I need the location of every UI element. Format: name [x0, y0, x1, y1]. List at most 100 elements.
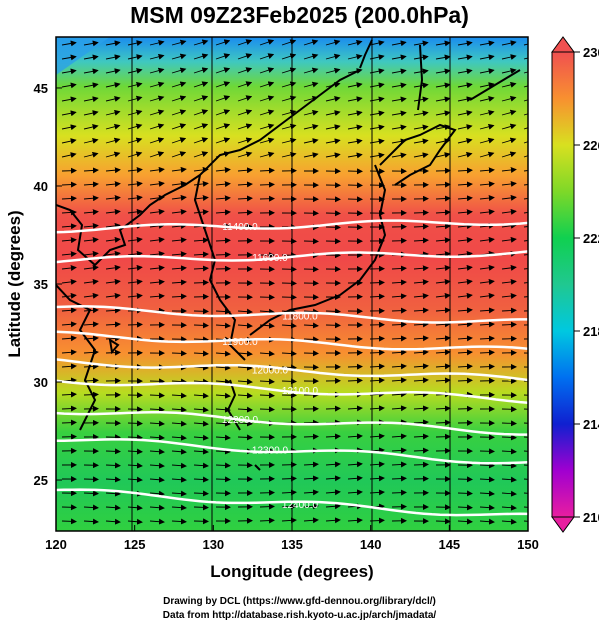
wind-vector	[435, 209, 451, 216]
wind-vector	[325, 96, 341, 102]
wind-vector	[127, 504, 143, 511]
wind-vector	[193, 322, 209, 329]
wind-vector	[281, 95, 297, 102]
wind-vector	[61, 391, 77, 398]
wind-vector	[259, 517, 275, 524]
wind-vector	[105, 349, 121, 356]
wind-vector	[61, 152, 77, 158]
wind-vector	[457, 151, 473, 158]
wind-vector	[193, 95, 209, 102]
wind-vector	[193, 166, 209, 173]
wind-vector	[413, 377, 429, 384]
wind-vector	[457, 363, 473, 370]
wind-vector	[105, 82, 121, 88]
wind-vector	[215, 167, 231, 174]
wind-vector	[105, 448, 121, 455]
wind-vector	[413, 419, 429, 426]
wind-vector	[83, 137, 99, 144]
wind-vector	[435, 82, 451, 89]
wind-vector	[501, 278, 517, 285]
wind-vector	[523, 127, 528, 130]
x-tick-label: 135	[281, 537, 303, 552]
wind-vector	[501, 504, 517, 511]
wind-vector	[281, 517, 297, 524]
wind-vector	[479, 462, 495, 469]
wind-vector	[457, 40, 473, 47]
wind-vector	[83, 167, 99, 174]
wind-vector	[391, 82, 407, 89]
wind-vector	[237, 167, 253, 174]
wind-vector	[237, 378, 253, 385]
wind-vector	[457, 307, 473, 314]
wind-vector	[215, 123, 231, 130]
wind-vector	[105, 307, 121, 314]
wind-vector	[391, 349, 407, 356]
wind-vector	[413, 96, 429, 103]
wind-vector	[259, 350, 275, 357]
wind-vector	[347, 377, 363, 384]
wind-vector	[61, 181, 77, 188]
colorbar-ticks: 230 226 222 218 214 210	[574, 45, 599, 525]
wind-vector	[193, 392, 209, 399]
height-contour	[56, 411, 528, 436]
wind-vector	[413, 293, 429, 300]
height-contour	[56, 330, 528, 351]
wind-vector	[391, 489, 407, 496]
wind-vector	[171, 476, 187, 483]
wind-vector	[193, 67, 209, 74]
wind-vector	[127, 420, 143, 427]
credit-drawing: Drawing by DCL (https://www.gfd-dennou.o…	[163, 596, 436, 607]
wind-vector	[457, 518, 473, 525]
wind-vector	[457, 167, 473, 174]
wind-vector	[501, 293, 517, 299]
wind-vector	[391, 363, 407, 370]
wind-vector	[215, 462, 231, 469]
wind-vector	[171, 462, 187, 469]
wind-vector	[105, 490, 121, 497]
wind-vector	[523, 99, 528, 102]
wind-vector	[105, 54, 121, 61]
wind-vector	[457, 124, 473, 130]
wind-vector	[105, 476, 121, 483]
wind-vector	[61, 195, 77, 202]
wind-vector	[523, 170, 528, 172]
wind-vector	[369, 377, 385, 384]
wind-vector	[193, 251, 209, 258]
wind-vector	[501, 307, 517, 314]
wind-vector	[369, 461, 385, 468]
y-tick-label: 45	[34, 81, 48, 96]
wind-vector	[479, 518, 495, 525]
wind-vector	[435, 363, 451, 370]
wind-vector	[347, 517, 363, 524]
wind-vector	[105, 40, 121, 47]
wind-vector	[193, 151, 209, 158]
wind-vector	[171, 109, 187, 116]
wind-vector	[61, 292, 77, 299]
wind-vector	[149, 81, 165, 88]
wind-vector	[413, 391, 429, 398]
wind-vector	[237, 434, 253, 441]
wind-vector	[369, 517, 385, 524]
wind-vector	[105, 278, 121, 285]
wind-vector	[479, 208, 495, 215]
wind-vector	[457, 335, 473, 342]
wind-vector	[413, 209, 429, 216]
wind-vector	[61, 237, 77, 244]
wind-vector	[171, 490, 187, 497]
wind-vector	[83, 54, 99, 61]
wind-vector	[347, 461, 363, 468]
wind-vector	[435, 251, 451, 258]
wind-vector	[523, 43, 528, 46]
colorbar-bottom-arrow	[551, 516, 575, 533]
wind-vector	[303, 138, 319, 144]
y-tick-label: 40	[34, 179, 48, 194]
wind-vector	[83, 96, 99, 103]
wind-vector	[193, 180, 209, 187]
wind-vector	[193, 476, 209, 483]
wind-vector	[149, 406, 165, 413]
wind-vector	[391, 96, 407, 103]
x-tick-label: 145	[438, 537, 460, 552]
wind-vector	[105, 123, 121, 130]
wind-vector	[149, 504, 165, 511]
wind-vector	[479, 335, 495, 342]
